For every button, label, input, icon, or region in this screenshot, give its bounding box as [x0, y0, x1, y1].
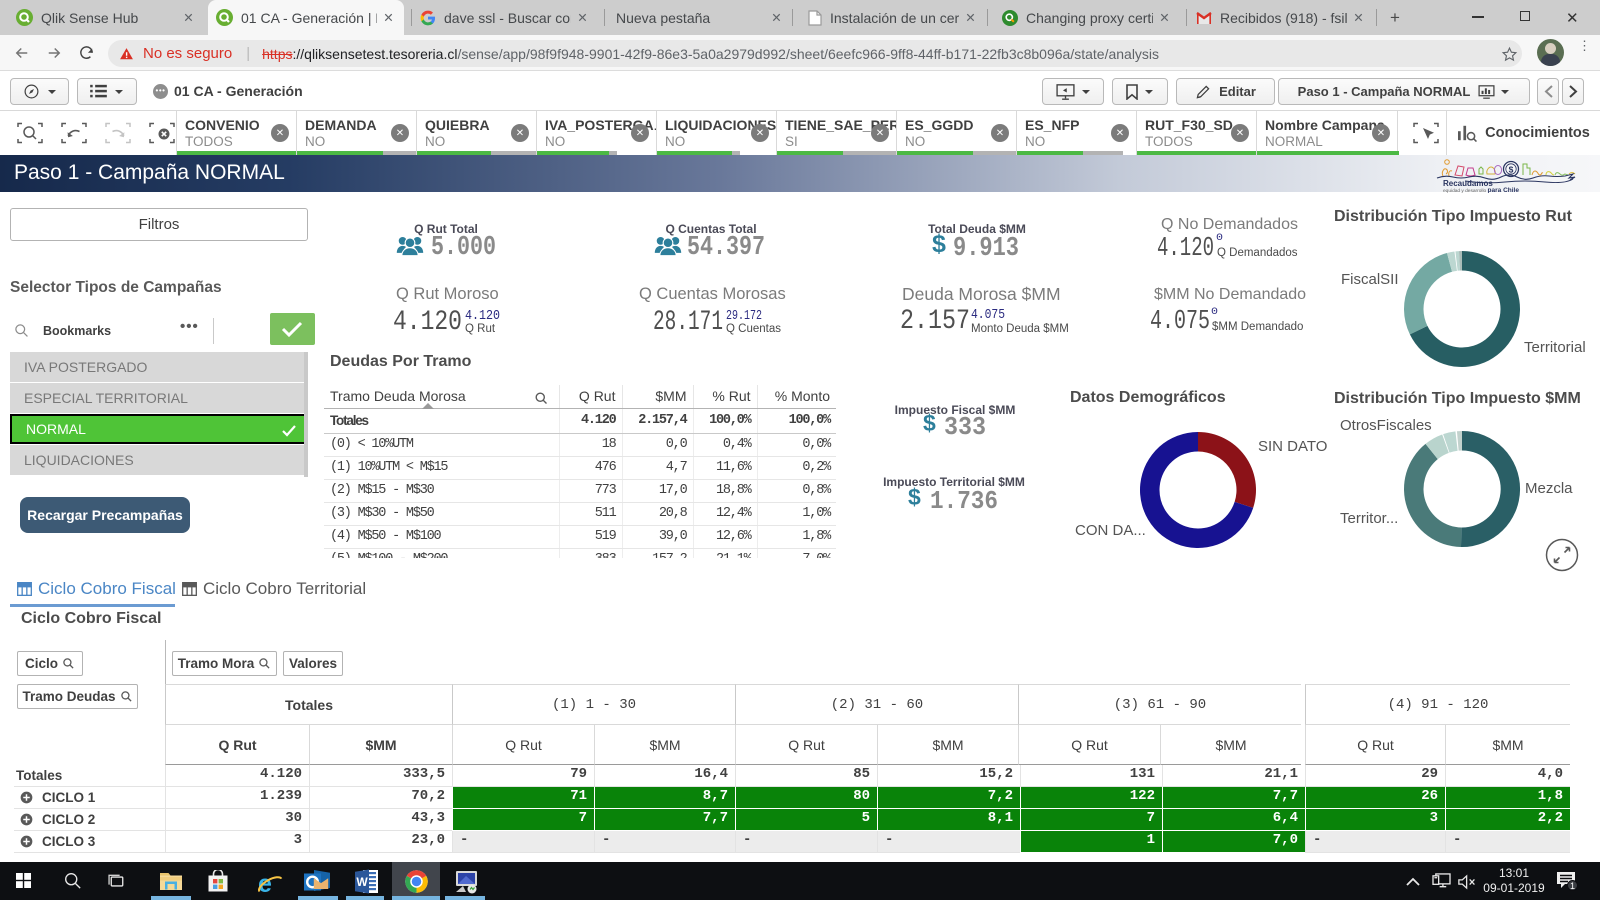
- svg-text:1: 1: [1570, 881, 1575, 891]
- svg-text:Recaudamos: Recaudamos: [1443, 179, 1493, 188]
- svg-text:W: W: [356, 875, 368, 889]
- svg-text:$: $: [1509, 165, 1514, 175]
- svg-text:equidad y desarrollo para Chil: equidad y desarrollo para Chile: [1443, 187, 1519, 193]
